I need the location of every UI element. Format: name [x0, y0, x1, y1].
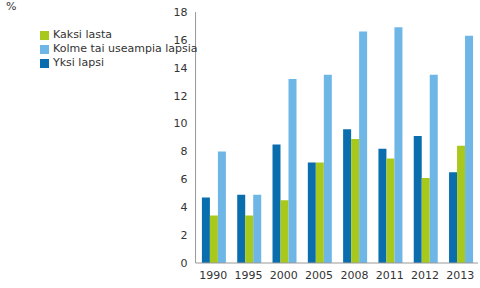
svg-text:2: 2	[181, 229, 188, 242]
svg-text:14: 14	[174, 62, 188, 75]
svg-text:2011: 2011	[376, 269, 404, 282]
svg-text:12: 12	[174, 90, 188, 103]
svg-text:2012: 2012	[411, 269, 439, 282]
svg-text:2013: 2013	[446, 269, 472, 282]
svg-text:1995: 1995	[235, 269, 263, 282]
svg-text:2005: 2005	[305, 269, 333, 282]
svg-text:16: 16	[174, 34, 188, 47]
svg-text:4: 4	[181, 201, 188, 214]
svg-text:0: 0	[181, 257, 188, 270]
svg-text:1990: 1990	[199, 269, 227, 282]
svg-text:8: 8	[181, 145, 188, 158]
svg-text:2008: 2008	[340, 269, 368, 282]
svg-text:18: 18	[174, 6, 188, 19]
svg-text:2000: 2000	[270, 269, 298, 282]
svg-text:6: 6	[181, 173, 188, 186]
svg-text:10: 10	[174, 117, 188, 130]
